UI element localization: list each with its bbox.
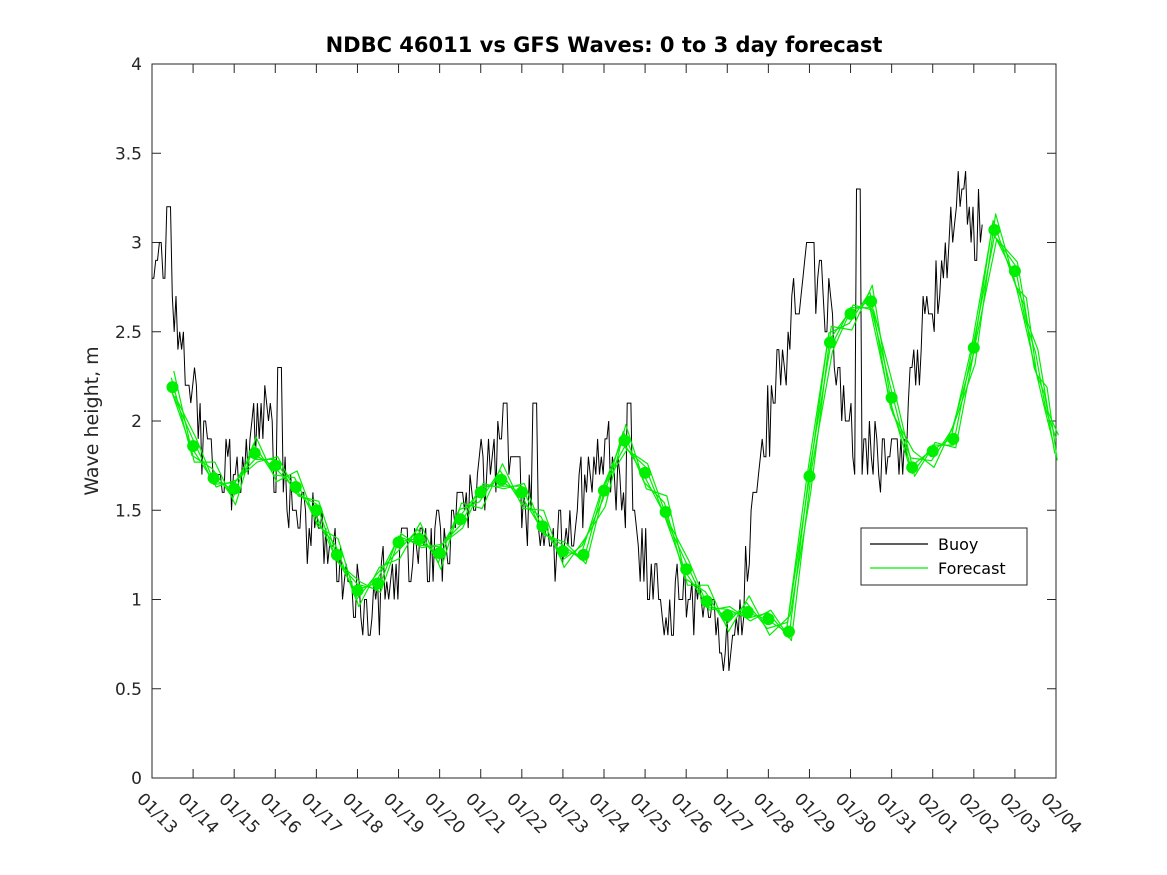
forecast-point (598, 484, 610, 497)
forecast-point (906, 461, 919, 474)
y-tick-label: 0.5 (115, 680, 142, 700)
y-tick-label: 4 (131, 55, 142, 75)
y-tick-label: 0 (131, 769, 142, 789)
y-tick-label: 2.5 (115, 323, 142, 343)
forecast-point (330, 548, 343, 561)
forecast-point (803, 470, 816, 483)
forecast-point (310, 504, 323, 517)
forecast-point (741, 606, 754, 618)
forecast-point (392, 536, 405, 549)
forecast-point (782, 625, 795, 638)
forecast-point (454, 513, 467, 526)
y-tick-label: 1.5 (115, 501, 142, 521)
forecast-point (495, 473, 508, 486)
forecast-point (865, 295, 878, 308)
forecast-point (659, 506, 672, 518)
forecast-point (166, 381, 179, 394)
legend-buoy-label: Buoy (938, 535, 978, 554)
forecast-point (372, 577, 384, 590)
forecast-point (474, 486, 487, 499)
forecast-point (187, 440, 200, 452)
forecast-point (269, 459, 282, 472)
forecast-point (515, 486, 528, 499)
forecast-point (967, 341, 980, 354)
forecast-point (577, 548, 590, 561)
forecast-point (351, 584, 364, 597)
forecast-point (680, 563, 693, 576)
y-tick-label: 3.5 (115, 144, 142, 164)
forecast-markers (166, 224, 1021, 638)
plot-area (151, 63, 1057, 779)
legend: Buoy Forecast (860, 527, 1028, 586)
forecast-point (289, 481, 302, 493)
forecast-point (1008, 265, 1021, 278)
forecast-point (536, 520, 549, 533)
forecast-point (844, 307, 857, 320)
forecast-point (885, 391, 898, 404)
forecast-point (700, 595, 713, 608)
forecast-series (169, 213, 1060, 642)
y-tick-label: 1 (131, 591, 142, 611)
forecast-point (988, 224, 1001, 236)
chart-title: NDBC 46011 vs GFS Waves: 0 to 3 day fore… (326, 33, 883, 57)
forecast-point (228, 482, 241, 495)
y-tick-label: 2 (131, 412, 142, 432)
forecast-point (824, 336, 836, 349)
y-tick-label: 3 (131, 234, 142, 254)
forecast-point (926, 445, 939, 458)
forecast-point (433, 547, 446, 560)
forecast-point (248, 447, 261, 460)
forecast-point (556, 545, 569, 558)
legend-box (860, 527, 1028, 586)
forecast-point (413, 532, 426, 545)
forecast-point (721, 609, 734, 622)
forecast-point (762, 613, 775, 626)
forecast-point (947, 432, 960, 445)
forecast-line (171, 235, 1057, 639)
y-axis-label: Wave height, m (81, 346, 103, 495)
forecast-line (174, 238, 1060, 642)
legend-forecast-label: Forecast (938, 559, 1006, 578)
forecast-point (618, 434, 631, 447)
forecast-point (639, 466, 652, 479)
forecast-point (207, 472, 220, 485)
